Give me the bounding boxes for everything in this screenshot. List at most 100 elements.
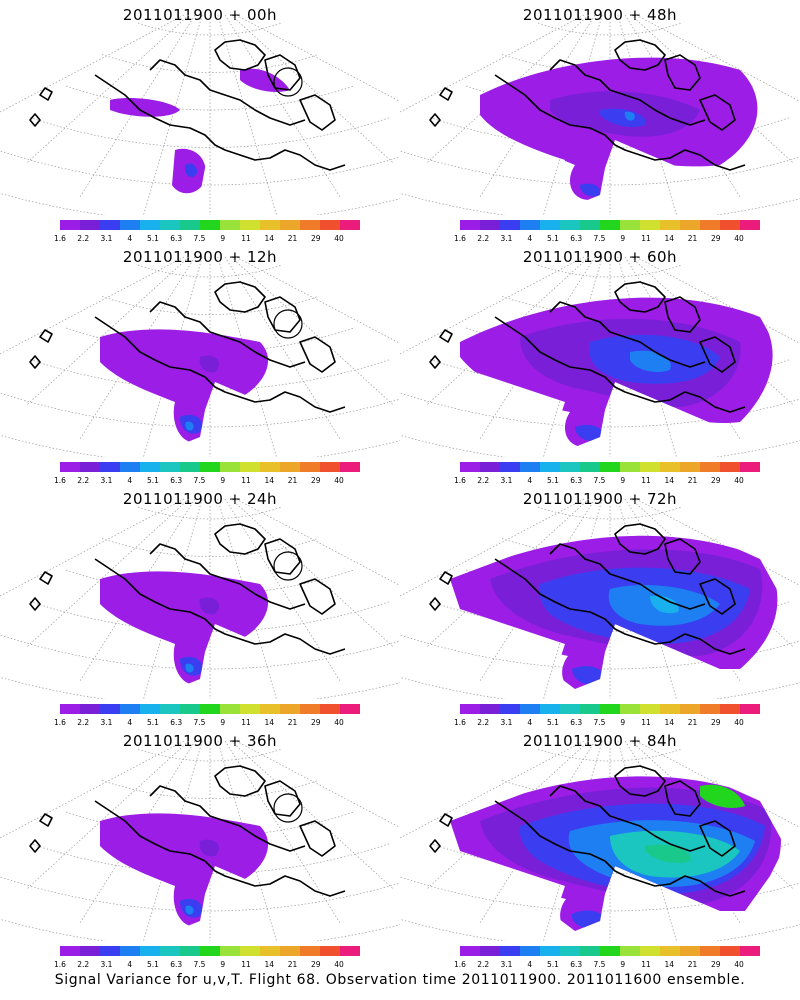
colorbar-tick-label: 14	[664, 476, 675, 485]
colorbar-tick-label: 4	[527, 960, 533, 969]
coastline	[29, 523, 346, 655]
colorbar-tick-label: 29	[710, 234, 721, 243]
variance-field	[100, 329, 269, 443]
variance-map	[400, 14, 800, 215]
colorbar-tick-label: 29	[310, 234, 321, 243]
colorbar-swatch	[640, 220, 660, 230]
colorbar-swatch	[300, 220, 320, 230]
colorbar-tick-label: 29	[710, 476, 721, 485]
colorbar-ticks: 1.6 2.2 3.1 4 5.1 6.3 7.5 9 11 14 21 29 40	[454, 476, 760, 486]
colorbar-tick-label: 5.1	[147, 960, 159, 969]
colorbar-tick-label: 5.1	[547, 960, 559, 969]
colorbar-swatch	[220, 462, 240, 472]
variance-field	[450, 776, 781, 931]
graticule	[0, 14, 400, 215]
colorbar-tick-label: 3.1	[100, 476, 113, 485]
colorbar-swatch	[520, 704, 540, 714]
highlight-circle	[273, 309, 303, 339]
colorbar-tick-label: 11	[241, 960, 251, 969]
colorbar-tick-label: 40	[734, 718, 744, 727]
colorbar-tick-label: 4	[127, 960, 133, 969]
colorbar-ticks: 1.6 2.2 3.1 4 5.1 6.3 7.5 9 11 14 21 29 40	[454, 718, 760, 728]
colorbar-tick-label: 2.2	[77, 234, 90, 243]
colorbar-tick-label: 9	[620, 960, 626, 969]
colorbar-tick-label: 2.2	[477, 234, 490, 243]
colorbar-tick-label: 1.6	[54, 234, 66, 243]
colorbar-swatch	[660, 704, 680, 714]
colorbar-swatch	[160, 220, 180, 230]
colorbar-swatch	[540, 220, 560, 230]
colorbar-tick-label: 3.1	[100, 718, 113, 727]
colorbar-tick-label: 4	[127, 476, 133, 485]
colorbar-swatch	[640, 946, 660, 956]
colorbar-tick-label: 4	[127, 234, 133, 243]
colorbar-swatch	[560, 462, 580, 472]
coastline	[429, 523, 746, 655]
colorbar-swatch	[180, 946, 200, 956]
colorbar-tick-label: 14	[264, 234, 275, 243]
colorbar-swatch	[200, 462, 220, 472]
coastline	[29, 765, 346, 897]
colorbar-swatch	[660, 946, 680, 956]
colorbar-swatch	[280, 704, 300, 714]
panel-title: 2011011900 + 24h	[122, 490, 278, 508]
colorbar-tick-label: 21	[287, 476, 298, 485]
colorbar-tick-label: 6.3	[570, 234, 583, 243]
colorbar	[460, 704, 760, 714]
colorbar-tick-label: 1.6	[454, 234, 466, 243]
colorbar-ticks: 1.6 2.2 3.1 4 5.1 6.3 7.5 9 11 14 21 29 40	[54, 476, 360, 486]
colorbar-swatch	[500, 946, 520, 956]
colorbar-swatch	[240, 704, 260, 714]
colorbar-swatch	[200, 704, 220, 714]
colorbar-swatch	[140, 462, 160, 472]
colorbar-swatch	[100, 946, 120, 956]
colorbar-tick-label: 9	[220, 476, 226, 485]
colorbar-tick-label: 3.1	[500, 234, 513, 243]
colorbar-tick-label: 40	[334, 718, 344, 727]
colorbar-swatch	[200, 946, 220, 956]
colorbar-swatch	[220, 946, 240, 956]
forecast-panel: 2011011900 + 84h 1.6 2.2 3.1 4 5.1 6.3 7.5 9 11 14…	[400, 726, 800, 971]
colorbar-swatch	[220, 220, 240, 230]
colorbar-swatch	[320, 704, 340, 714]
colorbar-ticks: 1.6 2.2 3.1 4 5.1 6.3 7.5 9 11 14 21 29 40	[454, 960, 760, 970]
colorbar-swatch	[100, 220, 120, 230]
colorbar-swatch	[480, 462, 500, 472]
colorbar-swatch	[240, 946, 260, 956]
colorbar-swatch	[340, 462, 360, 472]
colorbar-tick-label: 9	[220, 718, 226, 727]
colorbar-swatch	[660, 462, 680, 472]
colorbar-swatch	[480, 704, 500, 714]
forecast-panel: 2011011900 + 12h 1.6 2.2 3.1 4 5.1 6.3 7.5 9 11 14…	[0, 242, 400, 487]
colorbar-tick-label: 9	[620, 234, 626, 243]
colorbar-tick-label: 11	[641, 476, 651, 485]
colorbar-tick-label: 3.1	[100, 234, 113, 243]
colorbar-swatch	[60, 946, 80, 956]
colorbar-tick-label: 4	[527, 718, 533, 727]
colorbar-swatch	[500, 704, 520, 714]
forecast-panel: 2011011900 + 48h 1.6 2.2 3.1 4 5.1 6.3 7.5 9 11 14…	[400, 0, 800, 245]
variance-map	[0, 14, 400, 215]
colorbar-swatch	[140, 220, 160, 230]
colorbar-tick-label: 7.5	[193, 718, 206, 727]
colorbar-tick-label: 29	[710, 960, 721, 969]
colorbar-swatch	[700, 946, 720, 956]
colorbar-swatch	[720, 704, 740, 714]
colorbar-swatch	[180, 704, 200, 714]
colorbar	[60, 946, 360, 956]
colorbar-swatch	[660, 220, 680, 230]
colorbar-tick-label: 5.1	[147, 718, 159, 727]
colorbar-tick-label: 7.5	[193, 234, 206, 243]
colorbar-tick-label: 6.3	[570, 718, 583, 727]
colorbar-swatch	[480, 220, 500, 230]
colorbar-tick-label: 5.1	[147, 476, 159, 485]
colorbar-swatch	[680, 462, 700, 472]
variance-field	[100, 571, 269, 685]
variance-field	[100, 813, 269, 927]
colorbar-swatch	[340, 704, 360, 714]
colorbar-tick-label: 2.2	[477, 718, 490, 727]
colorbar-tick-label: 5.1	[547, 476, 559, 485]
colorbar-tick-label: 9	[220, 234, 226, 243]
colorbar-swatch	[320, 946, 340, 956]
colorbar-tick-label: 1.6	[454, 718, 466, 727]
